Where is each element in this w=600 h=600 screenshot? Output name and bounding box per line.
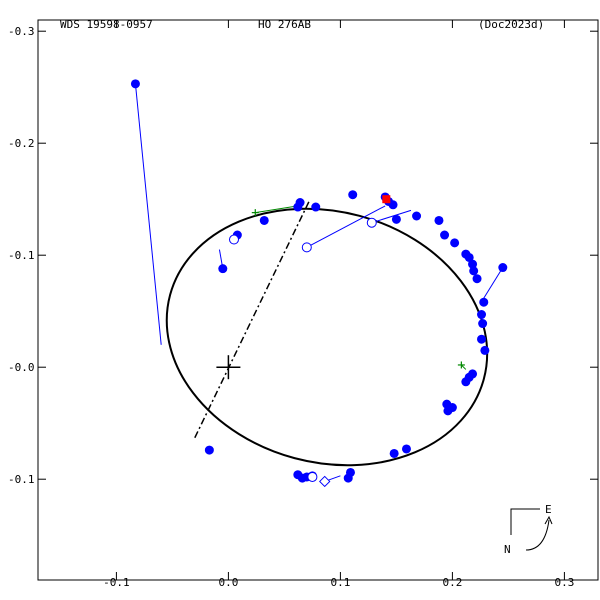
observation-point	[401, 444, 411, 454]
compass-north-label: N	[504, 543, 511, 556]
observation-point	[461, 377, 471, 387]
x-tick-label: 0.1	[330, 576, 350, 589]
observation-point	[259, 215, 269, 225]
residual-line	[482, 267, 504, 301]
observation-point	[472, 274, 482, 284]
red-square-point	[382, 195, 391, 204]
observation-point	[412, 211, 422, 221]
observation-markers	[130, 79, 508, 488]
observation-point	[479, 297, 489, 307]
observation-point	[434, 215, 444, 225]
y-tick-label: -0.0	[8, 361, 35, 374]
wds-label: WDS 19598-0957	[60, 18, 153, 31]
observation-point	[468, 259, 478, 269]
x-tick-label: -0.1	[103, 576, 130, 589]
observation-point	[218, 264, 228, 274]
residual-line	[255, 205, 298, 214]
residual-lines	[134, 83, 504, 482]
observation-point	[440, 230, 450, 240]
compass-axes	[510, 508, 540, 535]
axis-ticks	[38, 20, 598, 580]
residual-line	[371, 209, 412, 224]
x-tick-label: 0.3	[554, 576, 574, 589]
observation-point	[443, 406, 453, 416]
y-tick-label: -0.3	[8, 25, 35, 38]
y-tick-labels: -0.3 -0.2 -0.1 -0.0 -0.1	[8, 25, 35, 486]
line-of-nodes	[194, 201, 310, 439]
observation-point	[478, 319, 488, 329]
pair-label: HO 276AB	[258, 18, 311, 31]
open-circle-point	[229, 234, 239, 245]
observation-point	[391, 214, 401, 224]
observation-point	[293, 470, 303, 480]
compass-arrow-curve	[525, 519, 550, 551]
x-tick-labels: -0.1 0.0 0.1 0.2 0.3	[103, 576, 574, 589]
observation-point	[389, 448, 399, 458]
observation-point	[130, 79, 140, 89]
open-circle-point	[307, 471, 318, 482]
orbit-layer	[165, 201, 489, 467]
observation-point	[498, 263, 508, 273]
observation-point	[311, 202, 321, 212]
observation-point	[469, 266, 479, 276]
observation-point	[480, 345, 490, 355]
compass-east-label: E	[545, 503, 552, 516]
y-tick-label: -0.1	[8, 249, 35, 262]
observation-point	[343, 473, 353, 483]
y-tick-label: -0.1	[8, 473, 35, 486]
open-circle-point	[301, 242, 312, 253]
observation-point	[450, 238, 460, 248]
y-tick-label: -0.2	[8, 137, 35, 150]
reference-label: (Doc2023d)	[478, 18, 544, 31]
open-diamond-point	[319, 475, 331, 488]
observation-point	[477, 334, 487, 344]
plot-frame	[37, 19, 599, 581]
observation-point	[204, 445, 214, 455]
observation-point	[464, 252, 474, 262]
observation-point	[348, 190, 358, 200]
orbit-ellipse	[165, 207, 489, 467]
observation-point	[388, 200, 398, 210]
compass-arrow-head	[544, 515, 553, 525]
x-tick-label: 0.0	[218, 576, 238, 589]
observation-point	[295, 198, 305, 208]
compass: E N	[504, 503, 553, 556]
residual-line	[461, 364, 467, 370]
residual-line	[134, 83, 162, 345]
open-circle-point	[366, 217, 377, 228]
observation-point	[477, 310, 487, 320]
residual-line	[306, 205, 386, 248]
x-tick-label: 0.2	[442, 576, 462, 589]
